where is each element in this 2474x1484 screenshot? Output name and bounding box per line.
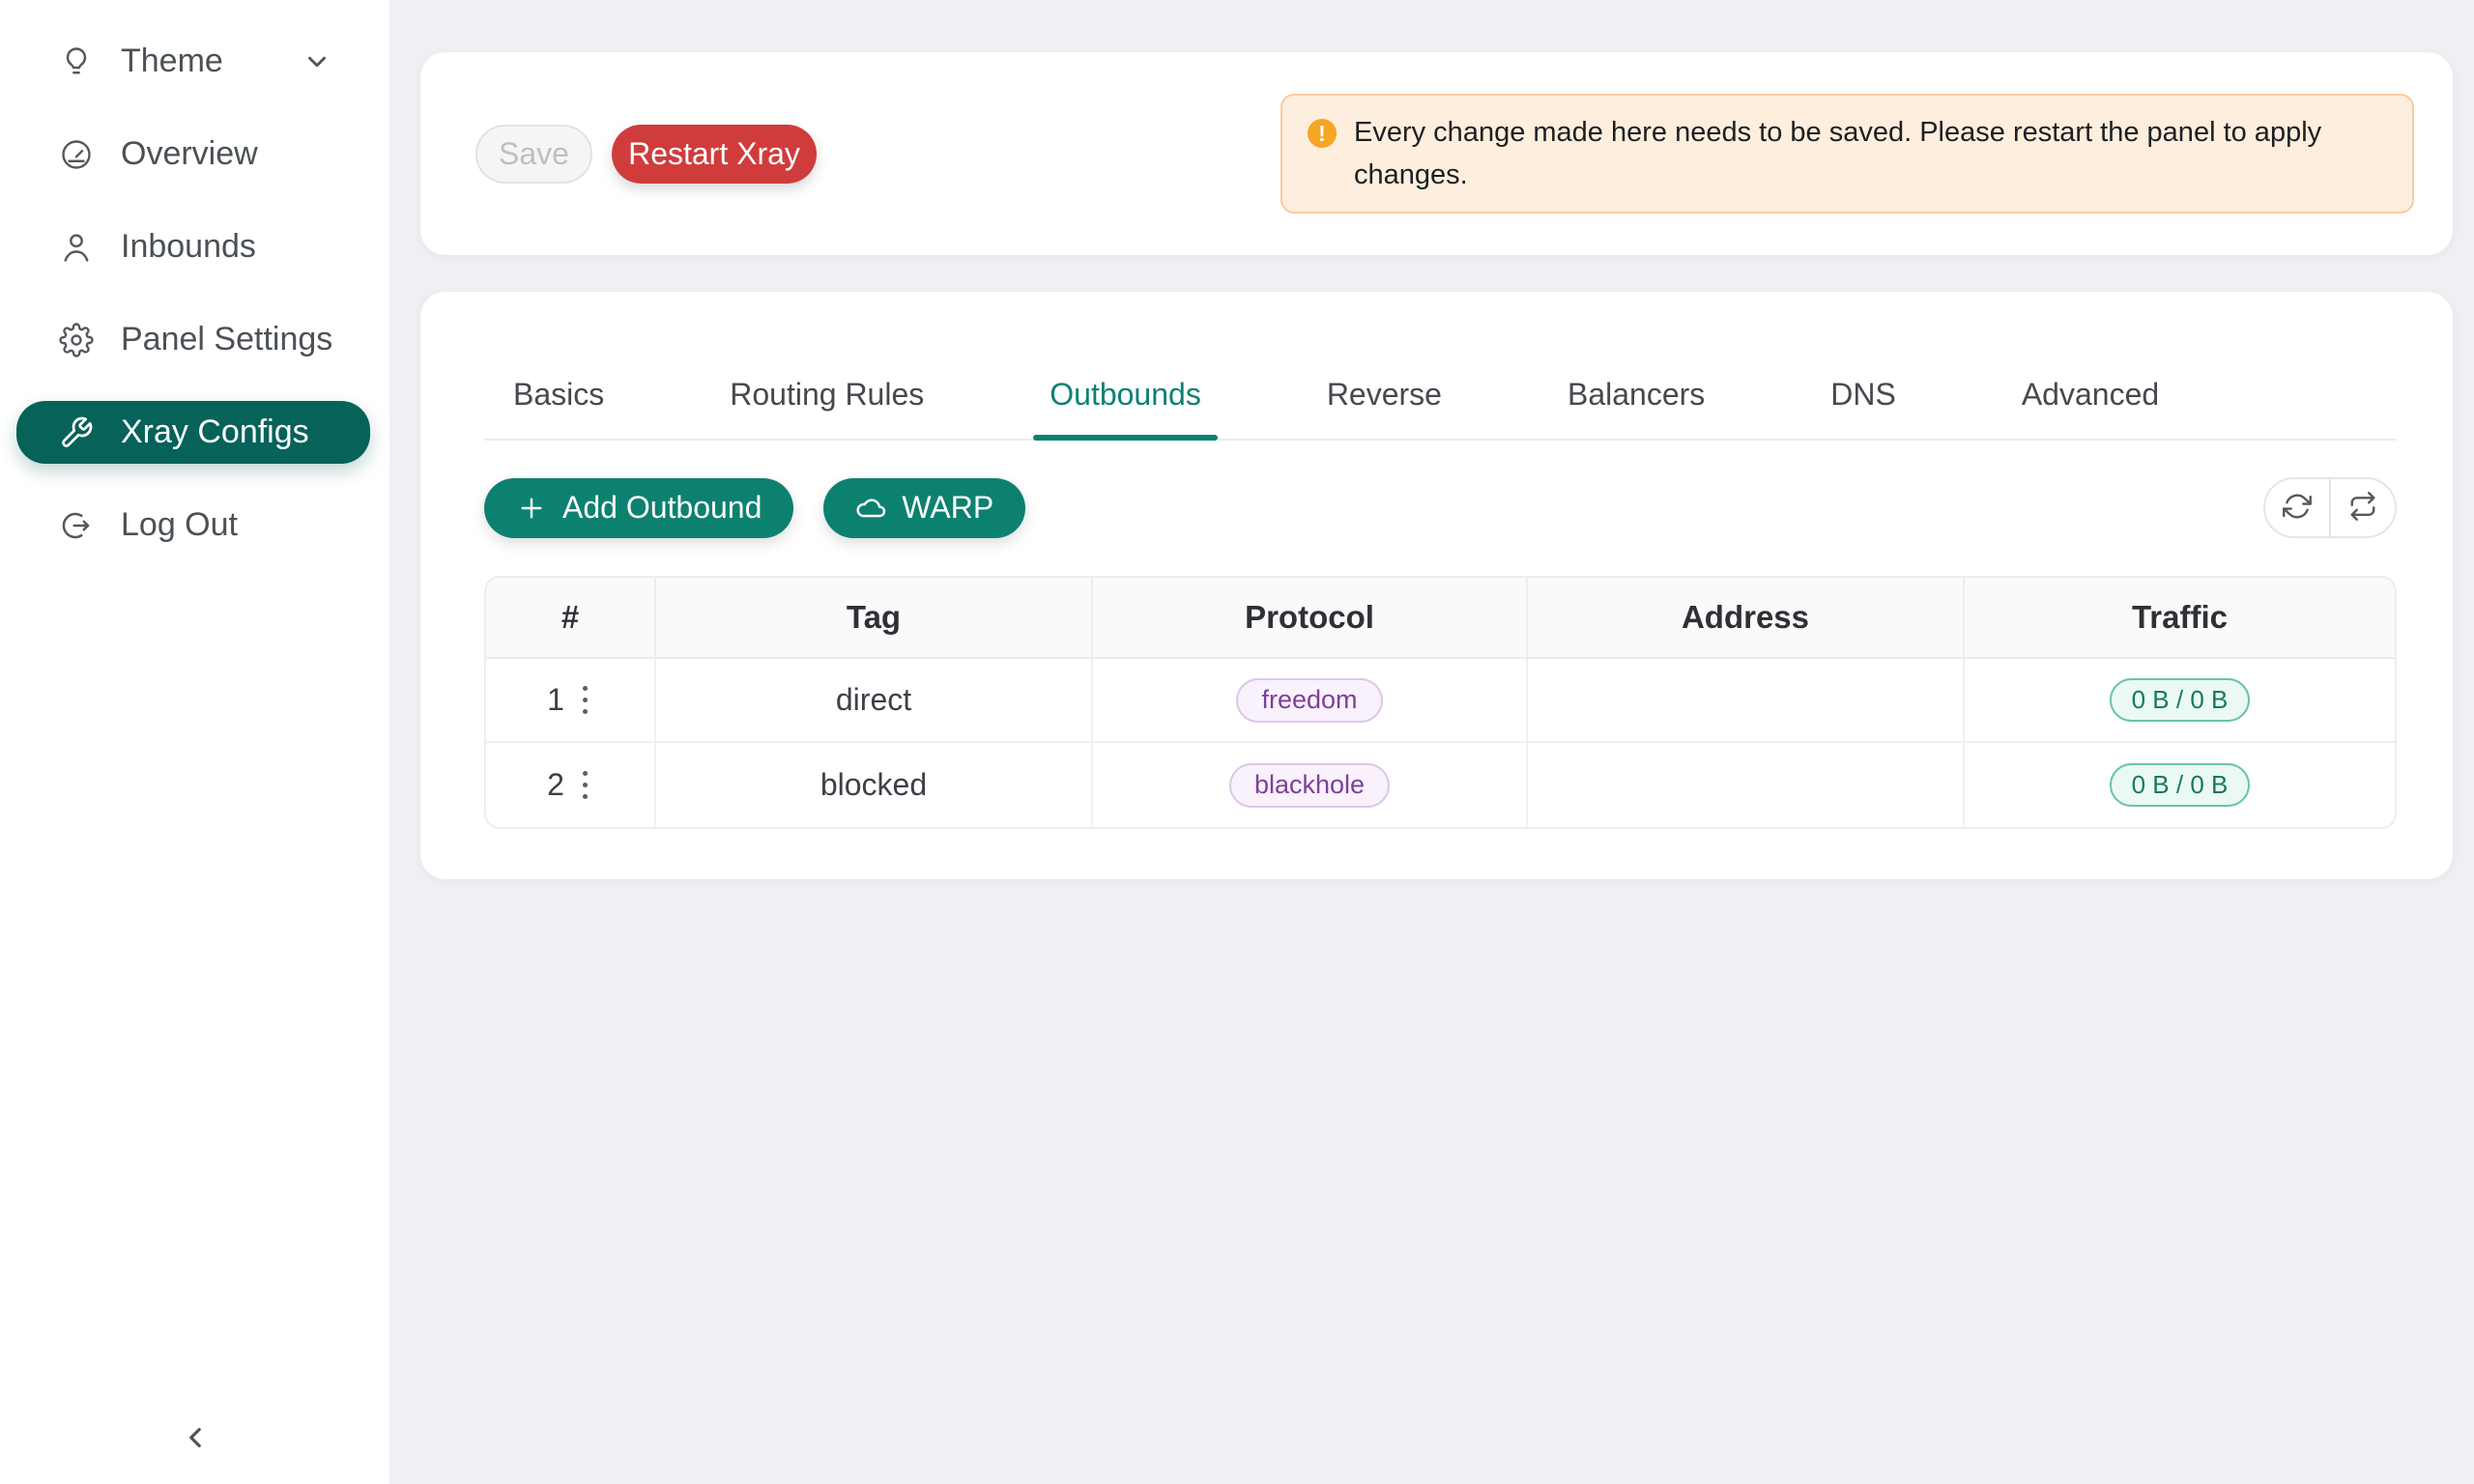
row-menu-trigger[interactable] xyxy=(577,765,593,805)
repeat-icon xyxy=(2348,492,2377,524)
chevron-left-icon xyxy=(179,1421,212,1457)
sidebar-item-xray-configs[interactable]: Xray Configs xyxy=(16,401,370,464)
traffic-badge: 0 B / 0 B xyxy=(2109,763,2251,807)
row-index: 1 xyxy=(547,682,564,717)
tab-reverse[interactable]: Reverse xyxy=(1326,377,1442,412)
sidebar-item-overview[interactable]: Overview xyxy=(16,123,370,186)
warp-label: WARP xyxy=(902,490,994,525)
table-actions-group xyxy=(2263,477,2397,538)
dashboard-icon xyxy=(59,137,94,172)
protocol-badge: blackhole xyxy=(1228,762,1391,808)
traffic-badge: 0 B / 0 B xyxy=(2109,678,2251,722)
row-index: 2 xyxy=(547,767,564,802)
warning-alert: Every change made here needs to be saved… xyxy=(1280,94,2414,214)
column-header-tag: Tag xyxy=(656,578,1093,657)
row-address xyxy=(1528,659,1965,741)
logout-icon xyxy=(59,508,94,543)
plus-icon xyxy=(516,493,547,524)
outbounds-toolbar: Add Outbound WARP xyxy=(484,477,2397,538)
tab-bar: Basics Routing Rules Outbounds Reverse B… xyxy=(484,292,2397,441)
cloud-icon xyxy=(855,493,886,524)
table-row: 1 direct freedom 0 B / 0 B xyxy=(486,659,2395,743)
add-outbound-button[interactable]: Add Outbound xyxy=(484,477,794,538)
row-menu-trigger[interactable] xyxy=(577,680,593,720)
column-header-protocol: Protocol xyxy=(1093,578,1528,657)
sidebar-item-label: Log Out xyxy=(121,506,238,543)
sidebar-item-label: Panel Settings xyxy=(121,321,333,357)
column-header-index: # xyxy=(486,578,656,657)
sidebar-item-label: Xray Configs xyxy=(121,414,309,450)
refresh-button[interactable] xyxy=(2265,479,2331,536)
column-header-traffic: Traffic xyxy=(2131,599,2229,635)
tab-routing-rules[interactable]: Routing Rules xyxy=(730,377,925,412)
row-tag: blocked xyxy=(656,743,1093,827)
sidebar-item-panel-settings[interactable]: Panel Settings xyxy=(16,308,370,371)
column-header-address: Address xyxy=(1528,578,1965,657)
chevron-down-icon xyxy=(302,47,331,76)
sidebar-item-log-out[interactable]: Log Out xyxy=(16,494,370,556)
tab-basics[interactable]: Basics xyxy=(513,377,605,412)
sidebar-item-label: Inbounds xyxy=(121,228,256,265)
reset-traffic-button[interactable] xyxy=(2331,479,2395,536)
xray-configs-card: Basics Routing Rules Outbounds Reverse B… xyxy=(420,292,2453,879)
add-outbound-label: Add Outbound xyxy=(562,490,762,525)
table-row: 2 blocked blackhole 0 B / 0 B xyxy=(486,743,2395,827)
main-content: Save Restart Xray Every change made here… xyxy=(389,0,2474,1484)
user-icon xyxy=(59,230,94,265)
restart-xray-button[interactable]: Restart Xray xyxy=(612,124,817,184)
sidebar-collapse-button[interactable] xyxy=(169,1413,221,1465)
tab-dns[interactable]: DNS xyxy=(1830,377,1896,412)
sidebar-item-label: Overview xyxy=(121,135,258,172)
warp-button[interactable]: WARP xyxy=(823,477,1026,538)
sidebar: Theme Overview xyxy=(0,0,389,1484)
refresh-icon xyxy=(2283,492,2312,524)
header-card: Save Restart Xray Every change made here… xyxy=(420,52,2453,255)
tab-advanced[interactable]: Advanced xyxy=(2021,377,2160,412)
sidebar-item-label: Theme xyxy=(121,43,223,79)
lightbulb-icon xyxy=(59,44,94,79)
outbounds-table: # Tag Protocol Address Traffic 1 direct xyxy=(484,576,2397,829)
tab-balancers[interactable]: Balancers xyxy=(1567,377,1706,412)
sidebar-nav: Theme Overview xyxy=(0,0,389,556)
tab-outbounds[interactable]: Outbounds xyxy=(1033,377,1218,441)
sidebar-item-inbounds[interactable]: Inbounds xyxy=(16,215,370,278)
row-tag: direct xyxy=(656,659,1093,741)
warning-icon xyxy=(1308,119,1337,148)
gear-icon xyxy=(59,322,94,357)
protocol-badge: freedom xyxy=(1236,677,1383,723)
wrench-icon xyxy=(59,415,94,450)
sidebar-item-theme[interactable]: Theme xyxy=(16,30,370,93)
table-header-row: # Tag Protocol Address Traffic xyxy=(486,578,2395,659)
save-button[interactable]: Save xyxy=(475,124,592,184)
row-address xyxy=(1528,743,1965,827)
warning-alert-text: Every change made here needs to be saved… xyxy=(1354,117,2322,190)
